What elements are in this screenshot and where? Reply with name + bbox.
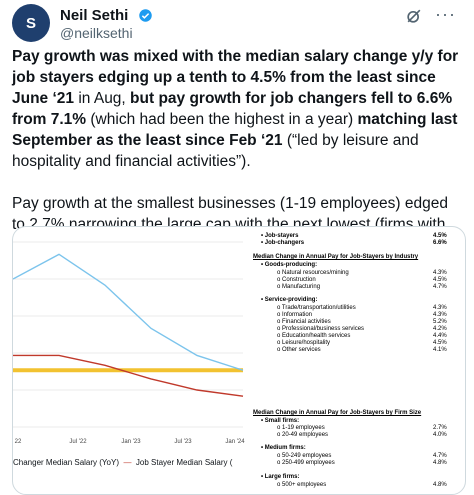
table-row-value: 5.2% — [433, 319, 447, 325]
table-row-label: o 250-499 employees — [277, 460, 335, 466]
table-row-label: o Education/health services — [277, 333, 351, 339]
table-row-value: 6.6% — [433, 240, 447, 246]
table-row-value: 4.7% — [433, 453, 447, 459]
line-chart: 22 Jul '22 Jan '23 Jul '23 Jan '24 Changer M… — [13, 227, 248, 494]
x-tick-label: Jan '24 — [225, 439, 245, 445]
table-row: • Goods-producing: — [261, 262, 317, 269]
text-bold-2: but pay growth for job changers fell to … — [12, 90, 453, 128]
series-line-2 — [13, 354, 244, 397]
table-row: • Job-stayers — [261, 233, 298, 240]
table-row: o Other services — [277, 347, 321, 354]
text-bold-3: matching last September as the least sin… — [12, 111, 458, 149]
table-row-value: 4.3% — [433, 305, 447, 311]
chart-legend: Changer Median Salary (YoY) — Job Stayer… — [13, 458, 232, 467]
chart-svg: 22 Jul '22 Jan '23 Jul '23 Jan '24 — [13, 241, 245, 445]
table-row-label: • Small firms: — [261, 418, 300, 424]
table-row-label: o Construction — [277, 277, 316, 283]
table-row-label: • Job-stayers — [261, 233, 299, 239]
verified-badge-icon — [139, 9, 152, 22]
table-row-label: o Manufacturing — [277, 284, 321, 290]
table-row: o Construction — [277, 277, 316, 284]
table-row: • Small firms: — [261, 418, 299, 425]
table-row-value: 4.3% — [433, 312, 447, 318]
table-row: • Job-changers — [261, 240, 304, 247]
table-row-value: 4.5% — [433, 277, 447, 283]
table-row-value: 4.1% — [433, 347, 447, 353]
table-row: o Education/health services — [277, 333, 350, 340]
tweet-header: S Neil Sethi @neilksethi ··· — [12, 4, 462, 44]
x-tick-label: Jul '22 — [69, 439, 87, 445]
table-row-label: • Service-providing: — [261, 297, 318, 303]
table-row-value: 4.5% — [433, 340, 447, 346]
table-row: o 50-249 employees — [277, 453, 331, 460]
author-name[interactable]: Neil Sethi — [60, 7, 129, 24]
table-row-value: 4.8% — [433, 482, 447, 488]
table-row-label: Median Change in Annual Pay for Job-Stay… — [253, 410, 422, 416]
text-reg-2: (which had been the highest in a year) — [86, 111, 358, 128]
table-row: o Manufacturing — [277, 284, 320, 291]
tweet-paragraph-1: Pay growth was mixed with the median sal… — [12, 46, 464, 172]
table-row-label: o Information — [277, 312, 313, 318]
table-row-value: 2.7% — [433, 425, 447, 431]
table-row: o Financial activities — [277, 319, 331, 326]
author-handle[interactable]: @neilksethi — [60, 25, 133, 41]
x-tick-label: Jan '23 — [121, 439, 141, 445]
legend-stayer: Job Stayer Median Salary ( — [135, 458, 233, 467]
table-row-label: o Financial activities — [277, 319, 331, 325]
table-row: o Leisure/hospitality — [277, 340, 330, 347]
table-row-label: Median Change in Annual Pay for Job-Stay… — [253, 254, 419, 260]
x-tick-label: 22 — [15, 439, 22, 445]
table-row-value: 4.4% — [433, 333, 447, 339]
more-options-icon[interactable]: ··· — [435, 4, 456, 24]
pay-table: • Job-stayers 4.5% • Job-changers 6.6% Media… — [253, 227, 465, 494]
table-row: o Professional/business services — [277, 326, 364, 333]
series-line-1 — [13, 253, 244, 371]
table-row-label: • Large firms: — [261, 474, 300, 480]
table-row: o Natural resources/mining — [277, 270, 349, 277]
table-row-label: o 500+ employees — [277, 482, 327, 488]
table-row-label: o Other services — [277, 347, 321, 353]
text-bold-1: Pay growth was mixed with the median sal… — [12, 48, 459, 107]
grok-icon[interactable] — [404, 6, 424, 26]
table-row-label: o 50-249 employees — [277, 453, 332, 459]
table-row: • Service-providing: — [261, 297, 317, 304]
table-row: o 250-499 employees — [277, 460, 335, 467]
table-row-value: 4.8% — [433, 460, 447, 466]
table-row-label: • Job-changers — [261, 240, 305, 246]
table-row-label: • Goods-producing: — [261, 262, 318, 268]
avatar-letter: S — [25, 14, 36, 32]
avatar[interactable]: S — [12, 4, 50, 42]
text-reg-3: (“led by leisure and hospitality and fin… — [12, 132, 419, 170]
table-row-label: o 20-49 employees — [277, 432, 329, 438]
text-reg-1: in Aug, — [74, 90, 131, 107]
table-row: Median Change in Annual Pay for Job-Stay… — [253, 410, 421, 417]
table-row-value: 4.2% — [433, 326, 447, 332]
table-row-label: o Leisure/hospitality — [277, 340, 331, 346]
table-row: o 500+ employees — [277, 482, 326, 489]
table-row: o Trade/transportation/utilities — [277, 305, 356, 312]
table-row-label: • Medium firms: — [261, 445, 306, 451]
table-row: Median Change in Annual Pay for Job-Stay… — [253, 254, 418, 261]
table-row: o Information — [277, 312, 312, 319]
table-row-value: 4.5% — [433, 233, 447, 239]
legend-changer: Changer Median Salary (YoY) — [13, 458, 119, 467]
table-row-label: o Trade/transportation/utilities — [277, 305, 356, 311]
table-row-label: o Natural resources/mining — [277, 270, 349, 276]
media-card[interactable]: 22 Jul '22 Jan '23 Jul '23 Jan '24 Changer M… — [12, 226, 466, 495]
table-row: • Medium firms: — [261, 445, 306, 452]
table-row-value: 4.0% — [433, 432, 447, 438]
table-row-value: 4.3% — [433, 270, 447, 276]
table-row: • Large firms: — [261, 474, 299, 481]
table-row-label: o 1-19 employees — [277, 425, 325, 431]
legend-dash: — — [121, 458, 134, 467]
table-row-value: 4.7% — [433, 284, 447, 290]
x-tick-label: Jul '23 — [174, 439, 192, 445]
table-row-label: o Professional/business services — [277, 326, 365, 332]
table-row: o 1-19 employees — [277, 425, 325, 432]
table-row: o 20-49 employees — [277, 432, 328, 439]
